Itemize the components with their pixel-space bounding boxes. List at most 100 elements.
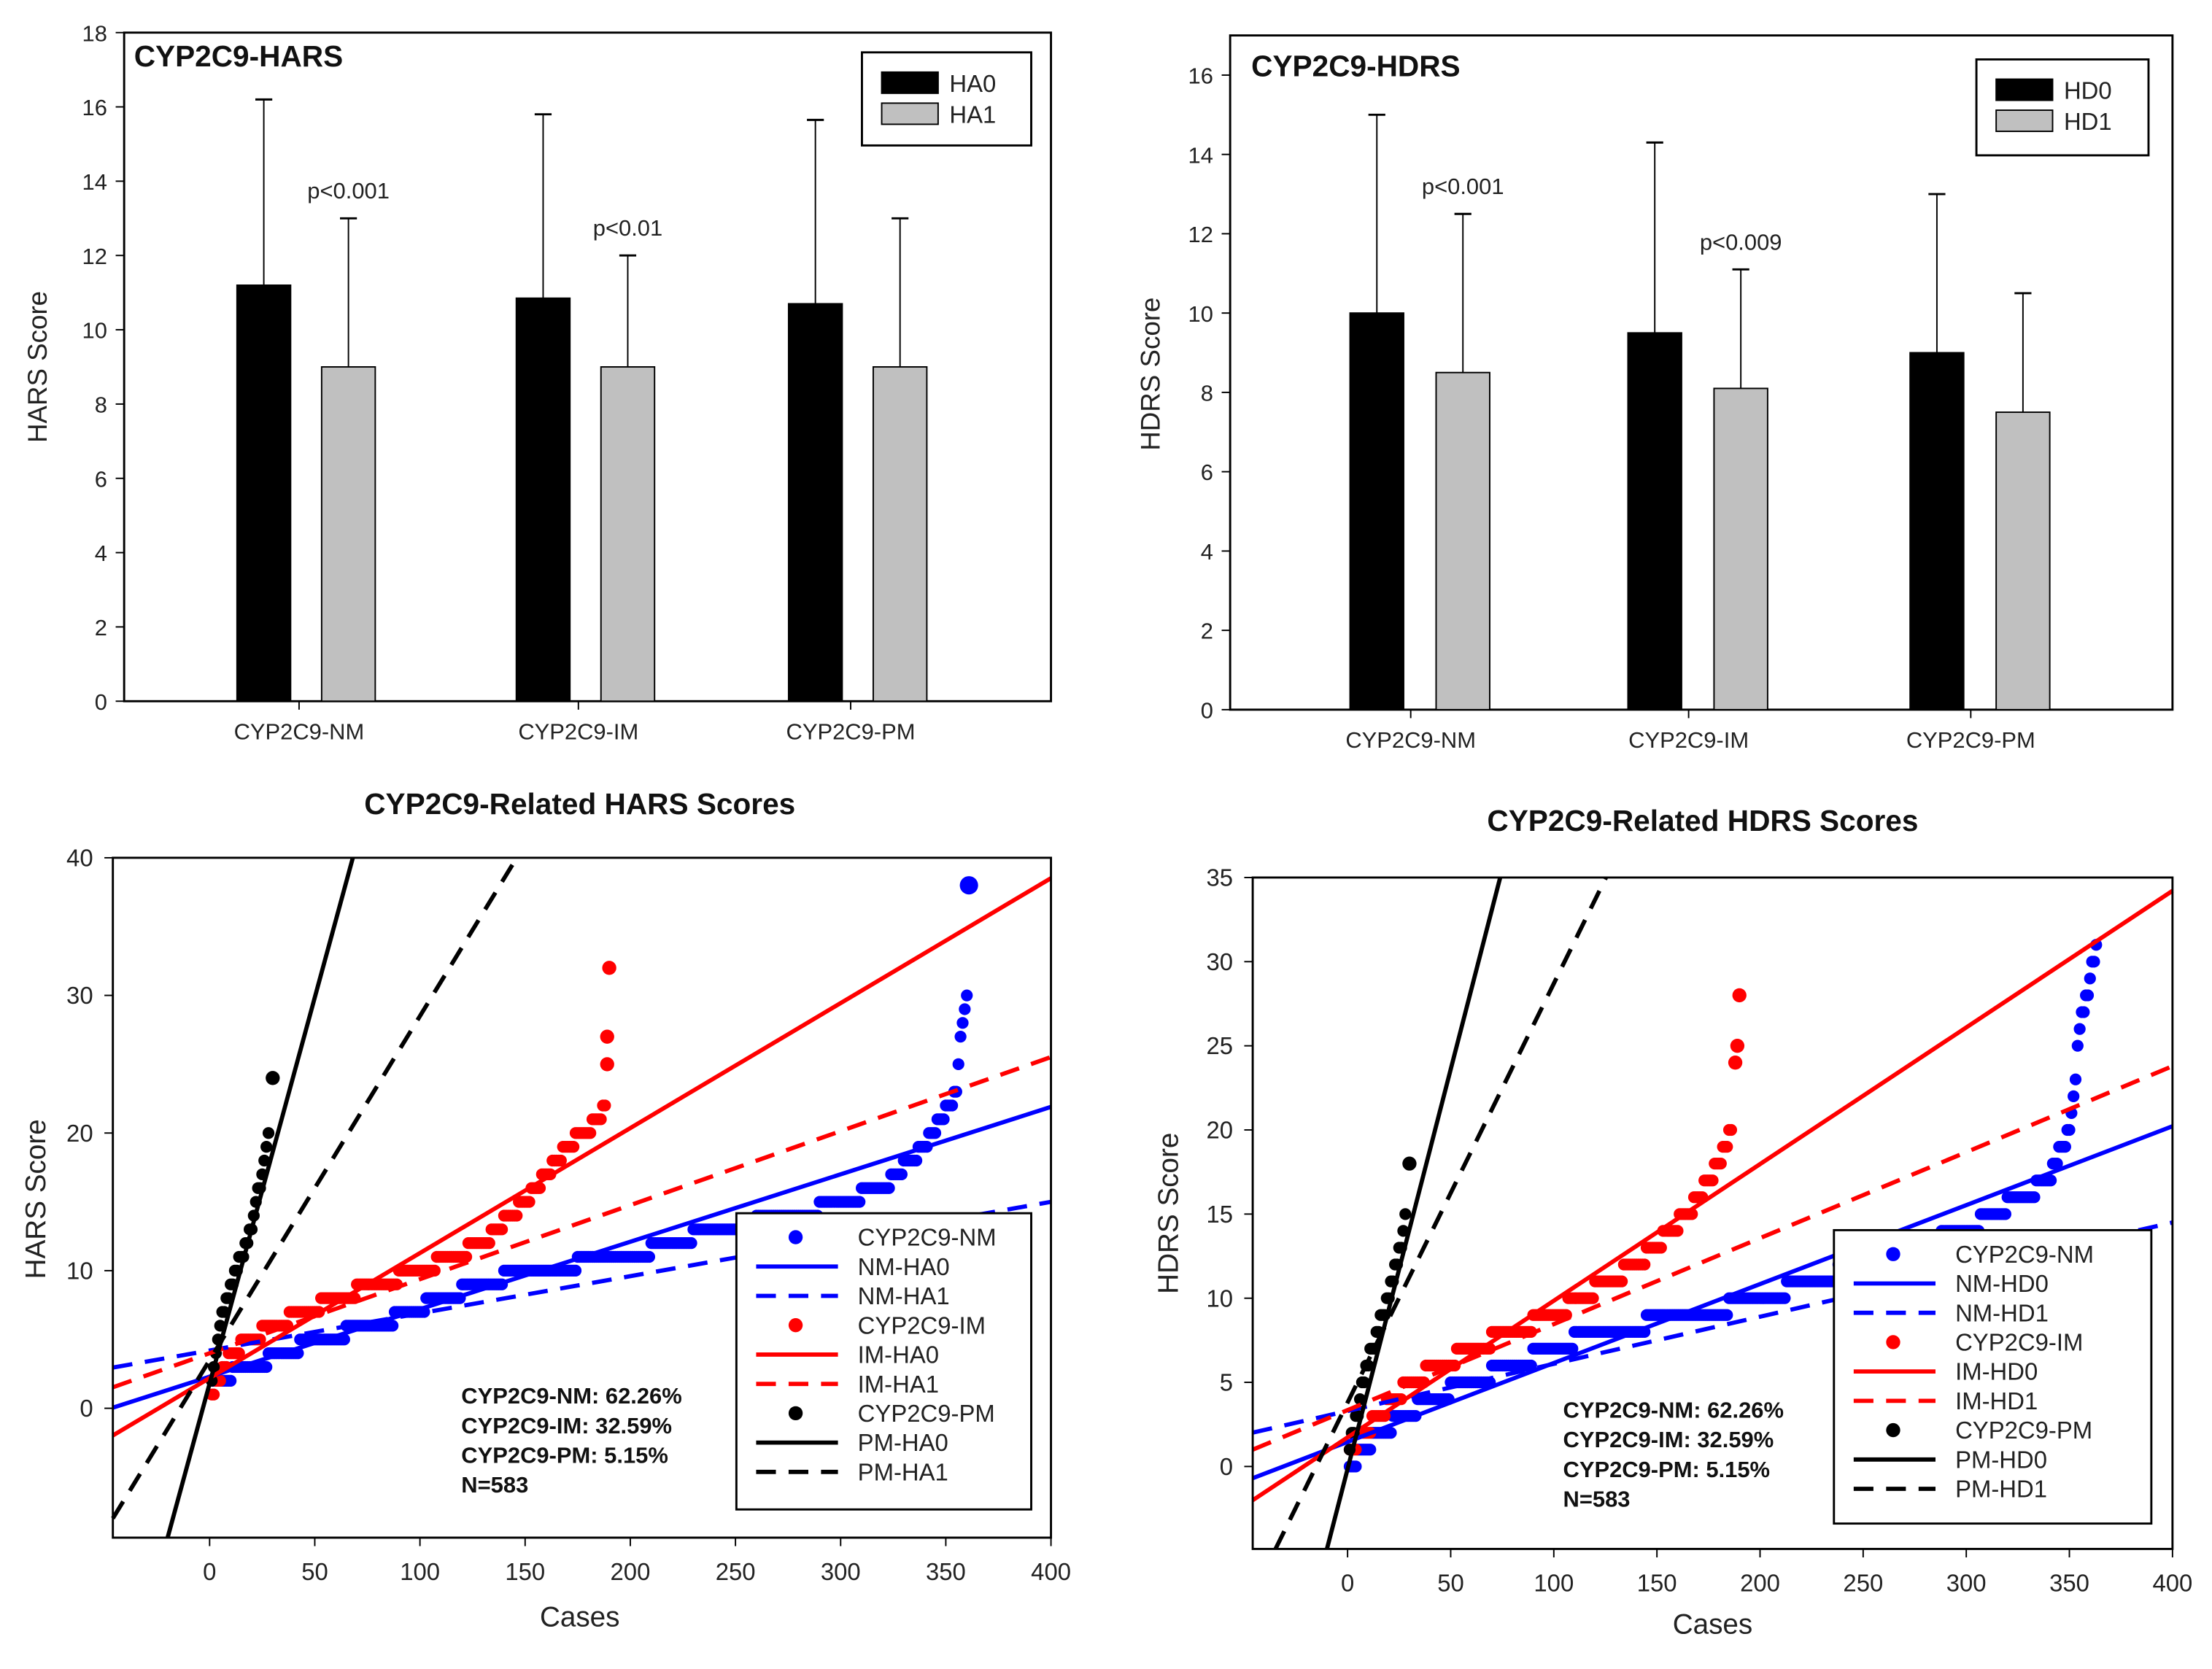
data-point-cyp2c9-pm — [1399, 1208, 1412, 1220]
data-point-cyp2c9-nm — [952, 1058, 964, 1071]
legend-label: CYP2C9-IM — [1955, 1329, 2083, 1356]
bar-hd1 — [1995, 411, 2051, 710]
data-point-cyp2c9-im — [584, 1127, 597, 1139]
x-tick-label: 100 — [400, 1558, 440, 1585]
y-tick-label: 12 — [1188, 222, 1213, 247]
plot-frame — [1251, 876, 2174, 1550]
data-point-cyp2c9-im — [567, 1140, 580, 1153]
p-value-label: p<0.01 — [593, 215, 662, 241]
data-point-cyp2c9-im — [600, 1029, 614, 1044]
legend-label: CYP2C9-PM — [858, 1400, 995, 1427]
data-point-cyp2c9-nm — [1779, 1292, 1791, 1304]
legend-box — [1975, 58, 2150, 157]
p-value-label: p<0.001 — [307, 178, 390, 204]
y-tick-label: 30 — [66, 982, 93, 1009]
bar-hd1 — [1435, 371, 1490, 710]
legend-label: CYP2C9-PM — [1955, 1417, 2092, 1444]
data-point-cyp2c9-im — [1714, 1158, 1727, 1170]
sample-annotation: CYP2C9-IM: 32.59% — [1563, 1427, 1774, 1452]
data-point-cyp2c9-nm — [910, 1154, 923, 1167]
data-point-cyp2c9-nm — [387, 1320, 399, 1332]
data-point-cyp2c9-nm — [2088, 956, 2100, 968]
data-point-cyp2c9-nm — [945, 1099, 959, 1112]
y-tick-label: 0 — [1201, 697, 1213, 723]
x-tick-label: 250 — [716, 1558, 756, 1585]
data-point-cyp2c9-nm — [643, 1250, 656, 1263]
data-point-cyp2c9-pm — [1402, 1156, 1417, 1171]
x-tick-label: CYP2C9-NM — [1345, 727, 1476, 753]
y-tick-label: 18 — [82, 20, 107, 46]
data-point-cyp2c9-im — [1706, 1174, 1719, 1187]
data-point-cyp2c9-im — [495, 1223, 508, 1236]
legend-label: IM-HA0 — [858, 1341, 939, 1368]
chart-title: CYP2C9-HDRS — [1251, 50, 1460, 83]
x-tick-label: CYP2C9-NM — [234, 719, 365, 744]
data-point-cyp2c9-nm — [959, 1003, 971, 1015]
data-point-cyp2c9-nm — [2059, 1140, 2071, 1153]
x-tick-label: 400 — [1031, 1558, 1071, 1585]
x-axis-label: Cases — [1673, 1608, 1753, 1640]
legend-label: CYP2C9-NM — [858, 1224, 997, 1251]
fit-line-pm-ha1 — [111, 856, 519, 1520]
data-point-cyp2c9-nm — [1385, 1427, 1397, 1439]
data-point-cyp2c9-im — [1671, 1225, 1684, 1237]
data-point-cyp2c9-nm — [956, 1017, 969, 1029]
bar-hd0 — [1349, 312, 1404, 710]
legend-swatch — [1995, 109, 2054, 133]
scatter-chart-2: 0 50 100 150 200 250 300 350 400 0 10 20 30 40 CYP2C9-… — [20, 787, 1071, 1633]
fit-line-im-ha1 — [112, 1055, 1052, 1390]
legend-label: PM-HA1 — [858, 1458, 948, 1485]
y-axis-label: HARS Score — [20, 1119, 52, 1279]
data-point-cyp2c9-nm — [569, 1264, 582, 1277]
y-tick-label: 30 — [1206, 948, 1233, 975]
data-point-cyp2c9-im — [523, 1196, 535, 1208]
scatter-chart-3: 0 50 100 150 200 250 300 350 400 0 5 10 15 20 25 30 35 CY… — [1153, 804, 2193, 1640]
legend-box — [1833, 1228, 2153, 1525]
y-tick-label: 20 — [66, 1120, 93, 1147]
y-tick-label: 10 — [82, 318, 107, 344]
y-tick-label: 10 — [66, 1258, 93, 1285]
data-point-cyp2c9-nm — [2044, 1174, 2057, 1187]
data-point-cyp2c9-im — [554, 1154, 567, 1167]
y-tick-label: 0 — [1220, 1453, 1233, 1480]
data-point-cyp2c9-im — [233, 1347, 245, 1360]
sample-annotation: CYP2C9-NM: 62.26% — [1563, 1398, 1784, 1423]
data-point-cyp2c9-im — [599, 1099, 611, 1112]
data-point-cyp2c9-nm — [883, 1182, 895, 1194]
data-point-cyp2c9-nm — [954, 1031, 967, 1043]
fit-line-nm-ha0 — [112, 1104, 1052, 1410]
y-tick-label: 15 — [1206, 1201, 1233, 1228]
x-tick-label: 400 — [2152, 1569, 2192, 1596]
legend-label: HD1 — [2064, 108, 2112, 135]
legend-dot-marker — [788, 1230, 803, 1244]
chart-title: CYP2C9-Related HDRS Scores — [1487, 804, 1918, 837]
data-point-cyp2c9-nm — [2073, 1023, 2086, 1035]
y-tick-label: 16 — [82, 95, 107, 120]
y-tick-label: 4 — [95, 541, 107, 566]
fit-line-pm-hd1 — [1273, 876, 1608, 1550]
p-value-label: p<0.009 — [1700, 229, 1782, 255]
bar-chart-0: 0 2 4 6 8 10 12 14 16 18 CYP2C9-NM CYP2C9-IM CYP2C9-… — [23, 20, 1053, 744]
data-point-cyp2c9-nm — [2063, 1123, 2076, 1136]
data-point-cyp2c9-nm — [2068, 1090, 2080, 1102]
sample-annotation: N=583 — [1563, 1486, 1631, 1511]
y-axis-label: HDRS Score — [1153, 1133, 1185, 1294]
data-point-cyp2c9-im — [1728, 1056, 1743, 1070]
x-tick-label: 300 — [1946, 1569, 1987, 1596]
data-point-cyp2c9-nm — [895, 1168, 908, 1180]
data-point-cyp2c9-pm — [262, 1127, 275, 1139]
y-tick-label: 2 — [95, 615, 107, 640]
fit-line-im-hd0 — [1251, 888, 2174, 1503]
y-tick-label: 10 — [1206, 1285, 1233, 1312]
sample-annotation: CYP2C9-PM: 5.15% — [461, 1442, 668, 1468]
x-tick-label: 250 — [1843, 1569, 1883, 1596]
bar-ha0 — [236, 284, 292, 702]
y-tick-label: 5 — [1220, 1369, 1233, 1396]
legend-label: PM-HD0 — [1955, 1446, 2047, 1473]
data-point-cyp2c9-nm — [2084, 972, 2096, 985]
y-tick-label: 25 — [1206, 1032, 1233, 1059]
data-point-cyp2c9-im — [1730, 1038, 1745, 1053]
legend-box — [735, 1212, 1032, 1511]
y-tick-label: 6 — [1201, 460, 1213, 485]
